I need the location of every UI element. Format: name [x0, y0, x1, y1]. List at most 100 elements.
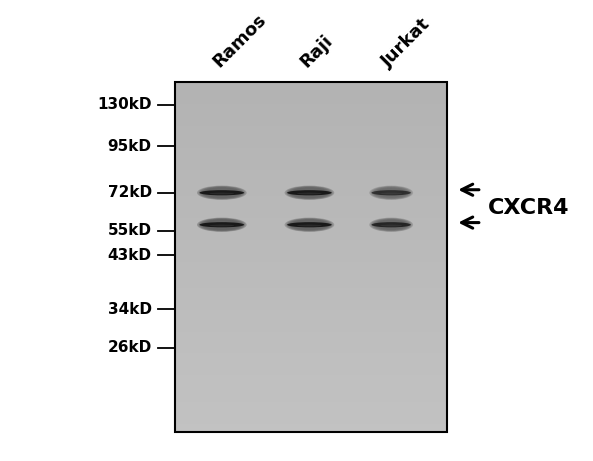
Ellipse shape	[301, 222, 318, 227]
Bar	[175, 183, 447, 187]
Ellipse shape	[213, 222, 230, 227]
Ellipse shape	[371, 222, 411, 227]
Ellipse shape	[206, 220, 238, 229]
Bar	[175, 428, 447, 432]
Ellipse shape	[382, 222, 400, 228]
Bar	[175, 292, 447, 296]
Ellipse shape	[200, 187, 244, 199]
Ellipse shape	[378, 221, 404, 229]
Bar	[175, 117, 447, 122]
Ellipse shape	[216, 223, 227, 226]
Text: Raji: Raji	[296, 32, 336, 71]
Bar	[175, 222, 447, 226]
Bar	[175, 261, 447, 266]
Bar	[175, 187, 447, 191]
Ellipse shape	[291, 219, 328, 230]
Ellipse shape	[286, 186, 333, 200]
Ellipse shape	[209, 221, 235, 228]
Ellipse shape	[216, 191, 227, 194]
Text: Jurkat: Jurkat	[378, 15, 434, 71]
Bar	[175, 205, 447, 209]
Ellipse shape	[385, 191, 397, 195]
Text: 72kD: 72kD	[107, 185, 152, 200]
Bar	[175, 143, 447, 148]
Ellipse shape	[200, 219, 244, 231]
Bar	[175, 410, 447, 415]
Ellipse shape	[212, 222, 231, 228]
Ellipse shape	[285, 186, 334, 200]
Ellipse shape	[209, 193, 234, 195]
Ellipse shape	[294, 188, 325, 197]
Ellipse shape	[199, 222, 244, 227]
Text: CXCR4: CXCR4	[487, 198, 569, 219]
Ellipse shape	[298, 189, 321, 196]
Ellipse shape	[380, 225, 402, 226]
Bar	[175, 279, 447, 284]
Bar	[175, 305, 447, 310]
Ellipse shape	[371, 186, 412, 200]
Bar	[175, 402, 447, 406]
Text: 26kD: 26kD	[107, 341, 152, 355]
Ellipse shape	[380, 189, 403, 196]
Bar	[175, 139, 447, 143]
Bar	[175, 122, 447, 126]
Bar	[175, 91, 447, 95]
Bar	[175, 178, 447, 183]
Ellipse shape	[289, 187, 330, 199]
Ellipse shape	[384, 222, 398, 227]
Bar	[175, 384, 447, 389]
Ellipse shape	[377, 220, 405, 229]
Ellipse shape	[292, 220, 327, 230]
Ellipse shape	[299, 222, 319, 228]
Text: 55kD: 55kD	[108, 223, 152, 238]
Bar	[175, 415, 447, 419]
Bar	[175, 209, 447, 213]
Bar	[175, 130, 447, 135]
Bar	[175, 323, 447, 327]
Ellipse shape	[373, 219, 409, 230]
Ellipse shape	[295, 189, 324, 197]
Bar	[175, 393, 447, 397]
Bar	[175, 100, 447, 104]
Bar	[175, 397, 447, 402]
Ellipse shape	[304, 191, 315, 194]
Bar	[175, 310, 447, 314]
Bar	[175, 161, 447, 165]
Bar	[175, 156, 447, 161]
Bar	[175, 152, 447, 156]
Ellipse shape	[294, 220, 325, 229]
Bar	[175, 87, 447, 91]
Bar	[175, 240, 447, 244]
Bar	[175, 340, 447, 345]
Bar	[175, 301, 447, 305]
Bar	[175, 319, 447, 323]
Bar	[175, 231, 447, 235]
Bar	[175, 257, 447, 261]
Ellipse shape	[380, 221, 403, 228]
Bar	[175, 366, 447, 371]
Ellipse shape	[372, 187, 410, 199]
Text: Ramos: Ramos	[209, 11, 269, 71]
Ellipse shape	[299, 190, 319, 195]
Ellipse shape	[295, 221, 324, 229]
Ellipse shape	[215, 191, 228, 195]
Bar	[175, 226, 447, 231]
Bar	[175, 380, 447, 384]
Ellipse shape	[197, 218, 247, 232]
Ellipse shape	[372, 219, 410, 231]
Ellipse shape	[288, 187, 331, 199]
Ellipse shape	[304, 223, 315, 226]
Text: 95kD: 95kD	[108, 139, 152, 154]
Ellipse shape	[202, 219, 242, 230]
Ellipse shape	[297, 225, 322, 226]
Ellipse shape	[382, 190, 400, 195]
Text: 43kD: 43kD	[108, 248, 152, 262]
Ellipse shape	[286, 218, 333, 231]
Bar	[175, 95, 447, 100]
Ellipse shape	[387, 223, 396, 226]
Ellipse shape	[369, 218, 413, 232]
Ellipse shape	[287, 222, 331, 227]
Ellipse shape	[296, 221, 322, 228]
Ellipse shape	[375, 187, 408, 198]
Ellipse shape	[209, 225, 234, 226]
